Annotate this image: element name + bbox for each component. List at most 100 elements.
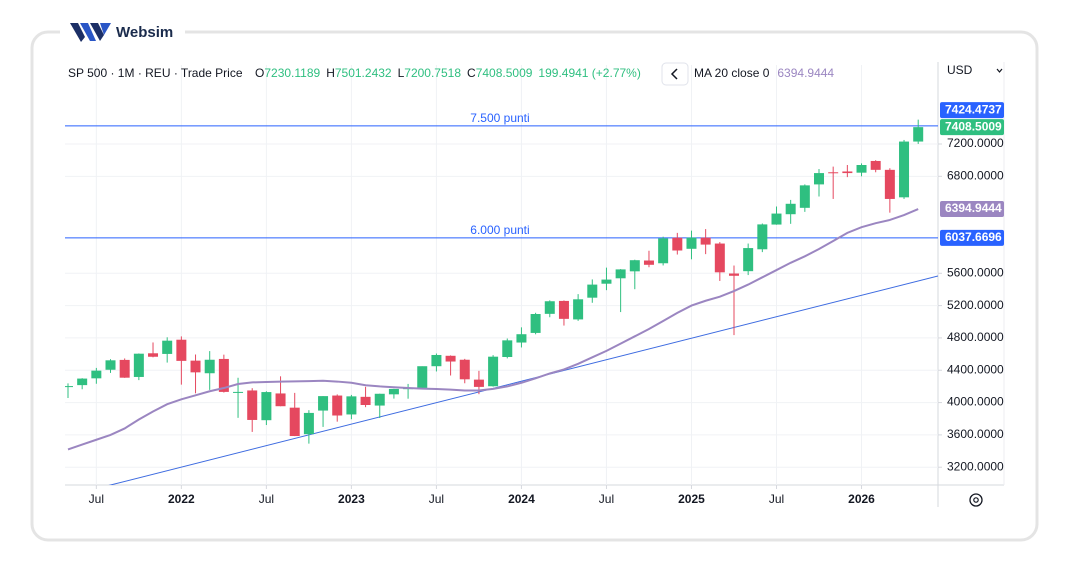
candle-body [643,260,654,265]
candle-body [842,171,853,174]
ma-line [67,208,919,451]
candle-body [318,396,329,411]
ohlc-value: 7408.5009 [476,66,533,80]
candle-body [814,173,825,185]
candle-body [459,359,470,380]
candle-body [91,370,102,379]
candle-body [332,395,343,416]
candle-body [530,314,541,333]
candle-body [587,284,598,298]
candle-body [899,141,910,198]
x-tick-label: Jul [89,492,104,506]
candle-body [629,260,640,272]
ohlc-label: H [326,66,335,80]
x-tick-label: Jul [769,492,784,506]
candle-body [233,391,244,393]
ma-label: MA 20 close 0 [694,66,770,80]
y-tick-label: 4000.0000 [947,395,1004,409]
candle-body [757,224,768,250]
candle-body [516,334,527,343]
legend-title: SP 500 · 1M · REU · Trade Price [68,66,243,80]
candle-body [190,360,201,373]
plot-area: 7.500 punti 6.000 punti [65,111,938,485]
candle-body [700,237,711,245]
candle-body [105,360,116,370]
candle-body [785,203,796,215]
ohlc-label: C [467,66,476,80]
candle-body [133,353,144,377]
y-tick-label: 4400.0000 [947,362,1004,376]
candle-body [360,396,371,405]
ohlc-label: L [398,66,405,80]
candle-body [204,359,215,374]
legend: O 7230.1189 H 7501.2432 L 7200.7518 C 7408.5009… [255,66,834,80]
y-tick-label: 3200.0000 [947,459,1004,473]
logo-icon [70,23,111,42]
price-badge [940,102,1004,119]
collapse-button[interactable] [661,62,689,86]
candle-body [686,237,697,249]
y-tick-label: 4800.0000 [947,330,1004,344]
chevron-icon [670,68,678,80]
candle-body [728,273,739,276]
candle-body [77,378,88,386]
candle-body [658,238,669,264]
axes: 3200.0000 3600.0000 4000.0000 4400.0000 4800… [89,102,1004,506]
candle-body [544,301,555,314]
candle-body [148,353,159,357]
x-tick-label: Jul [599,492,614,506]
y-tick-label: 6800.0000 [947,168,1004,182]
price-badge [940,119,1004,136]
candle-body [601,279,612,284]
candle-body [488,356,499,387]
candle-body [799,185,810,208]
price-badge-label: 6037.6696 [945,230,1002,244]
candle-body [771,213,782,225]
candle-body [445,355,456,362]
candle-body [289,407,300,437]
candle-body [828,172,839,174]
price-badge-label: 7408.5009 [945,119,1002,133]
candle-body [573,299,584,320]
candle-body [856,165,867,173]
candle-body [374,393,385,406]
ohlc-label: O [255,66,264,80]
x-tick-label: 2023 [338,492,365,506]
candle-body [176,339,187,361]
candle-body [714,243,725,273]
candle-body [218,358,229,392]
price-badge [940,229,1004,246]
trend-line [108,275,938,485]
x-tick-label: 2026 [848,492,875,506]
x-tick-label: Jul [259,492,274,506]
candle-body [672,237,683,251]
ohlc-value: 7200.7518 [404,66,461,80]
x-tick-label: 2022 [168,492,195,506]
change-value: 199.4941 (+2.77%) [538,66,640,80]
x-tick-label: Jul [429,492,444,506]
y-tick-label: 5200.0000 [947,298,1004,312]
candle-body [615,269,626,279]
card [30,30,1039,542]
candle-body [388,388,399,395]
candle-body [473,379,484,387]
ma-value: 6394.9444 [777,66,834,80]
currency-dropdown-icon [996,68,1003,73]
price-badge-label: 6394.9444 [945,201,1002,215]
candle-body [247,390,258,420]
candle-body [558,300,569,319]
horizontal-line-label: 7.500 punti [470,111,529,125]
x-tick-label: 2025 [678,492,705,506]
candle-body [870,160,881,170]
candle-body [119,359,130,378]
y-tick-label: 7200.0000 [947,136,1004,150]
horizontal-line-label: 6.000 punti [470,223,529,237]
settings-icon[interactable] [969,493,983,507]
ohlc-value: 7501.2432 [335,66,392,80]
brand: Websim [116,24,173,41]
price-badge-label: 7424.4737 [945,102,1002,116]
currency[interactable]: USD [947,63,973,77]
candle-body [502,340,513,357]
